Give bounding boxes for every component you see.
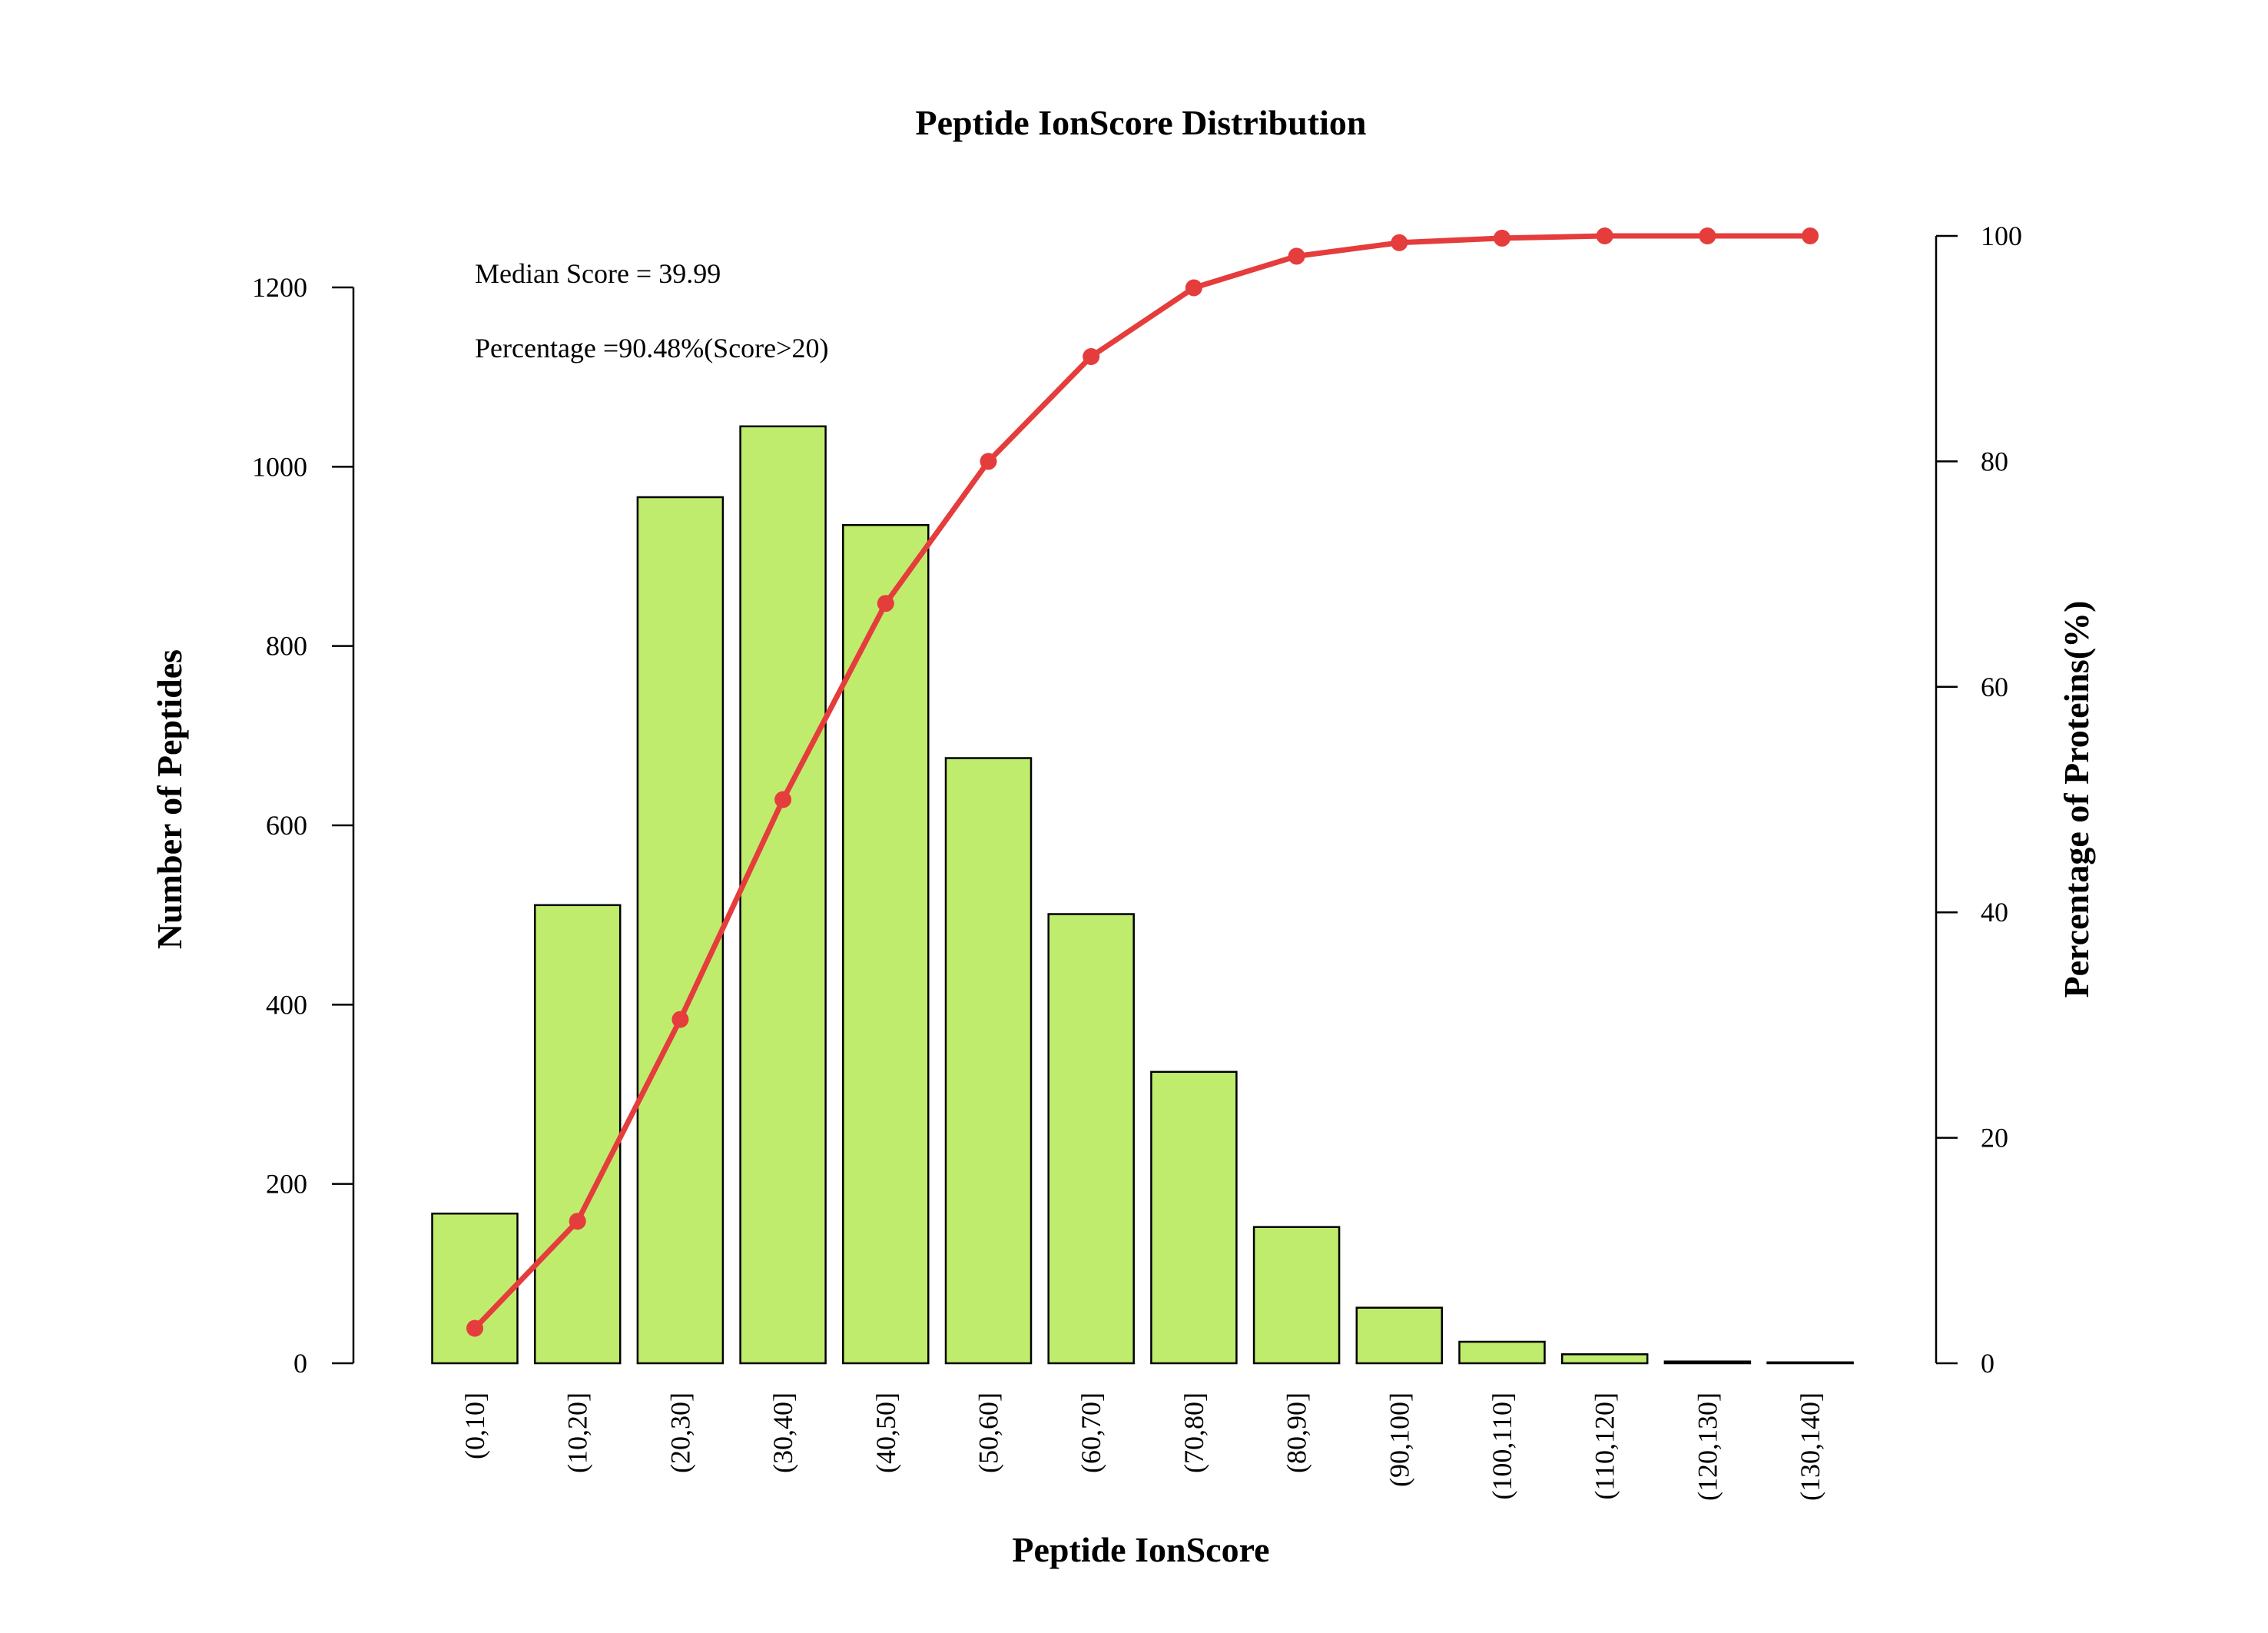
x-tick-label-12: (120,130] xyxy=(1692,1392,1723,1501)
right-tick-label-0: 0 xyxy=(1981,1348,1994,1379)
cumulative-point-8 xyxy=(1288,247,1305,265)
left-tick-label-1: 200 xyxy=(266,1169,307,1200)
bar-11 xyxy=(1560,1353,1649,1365)
bar-13 xyxy=(1766,1361,1854,1365)
right-tick-label-5: 100 xyxy=(1981,221,2022,251)
right-tick-label-1: 20 xyxy=(1981,1123,2008,1153)
x-tick-label-6: (60,70] xyxy=(1076,1392,1106,1473)
right-y-axis: 0 20 40 60 80 100 xyxy=(1935,221,2022,1379)
bar-0 xyxy=(431,1212,519,1365)
cumulative-point-7 xyxy=(1185,279,1202,297)
x-tick-label-0: (0,10] xyxy=(459,1392,490,1459)
left-tick-label-0: 0 xyxy=(293,1348,307,1379)
cumulative-point-1 xyxy=(569,1213,586,1230)
bar-1 xyxy=(533,904,622,1365)
bar-8 xyxy=(1252,1226,1341,1365)
cumulative-point-3 xyxy=(774,791,792,808)
cumulative-point-6 xyxy=(1083,348,1100,365)
bar-5 xyxy=(944,757,1033,1365)
cumulative-point-5 xyxy=(980,453,997,470)
bars-layer xyxy=(431,425,1854,1365)
bar-4 xyxy=(842,523,930,1365)
cumulative-point-10 xyxy=(1494,229,1510,247)
y-axis-title: Number of Peptides xyxy=(150,649,189,949)
bar-10 xyxy=(1458,1340,1546,1365)
x-axis-title: Peptide IonScore xyxy=(1012,1530,1269,1569)
bar-3 xyxy=(739,425,827,1365)
cumulative-point-11 xyxy=(1596,227,1613,244)
x-tick-label-13: (130,140] xyxy=(1795,1392,1825,1501)
bar-9 xyxy=(1355,1306,1444,1365)
x-tick-label-2: (20,30] xyxy=(665,1392,695,1473)
left-tick-label-3: 600 xyxy=(266,810,307,841)
x-tick-label-1: (10,20] xyxy=(562,1392,593,1473)
cumulative-point-0 xyxy=(466,1319,483,1337)
left-tick-label-2: 400 xyxy=(266,989,307,1020)
right-tick-label-2: 40 xyxy=(1981,897,2008,928)
median-annotation: Median Score = 39.99 xyxy=(475,258,721,289)
left-y-axis: 0 200 400 600 800 1000 1200 xyxy=(252,272,355,1379)
y2-axis-title: Percentage of Proteins(%) xyxy=(2057,601,2096,998)
cumulative-point-2 xyxy=(671,1011,689,1028)
cumulative-point-4 xyxy=(877,595,894,612)
right-tick-label-4: 80 xyxy=(1981,446,2008,476)
x-tick-label-8: (80,90] xyxy=(1282,1392,1312,1473)
chart-title: Peptide IonScore Distribution xyxy=(916,103,1367,142)
left-tick-label-5: 1000 xyxy=(252,451,307,482)
cumulative-line xyxy=(472,233,1813,1331)
bar-12 xyxy=(1663,1360,1752,1365)
x-tick-label-9: (90,100] xyxy=(1384,1392,1414,1487)
cumulative-point-12 xyxy=(1699,227,1716,244)
x-tick-label-4: (40,50] xyxy=(870,1392,901,1473)
left-tick-label-4: 800 xyxy=(266,631,307,662)
percentage-annotation: Percentage =90.48%(Score>20) xyxy=(475,333,828,363)
right-tick-label-3: 60 xyxy=(1981,672,2008,702)
left-tick-label-6: 1200 xyxy=(252,272,307,303)
x-tick-label-11: (110,120] xyxy=(1590,1392,1620,1500)
x-tick-label-3: (30,40] xyxy=(768,1392,798,1473)
x-tick-label-10: (100,110] xyxy=(1487,1392,1517,1500)
x-tick-label-7: (70,80] xyxy=(1179,1392,1209,1473)
bar-7 xyxy=(1150,1070,1238,1365)
cumulative-point-13 xyxy=(1802,227,1819,244)
bar-2 xyxy=(636,496,724,1365)
cumulative-point-9 xyxy=(1391,234,1408,251)
x-tick-labels: (0,10] (10,20] (20,30] (30,40] (40,50] (50,60… xyxy=(459,1392,1825,1501)
x-tick-label-5: (50,60] xyxy=(973,1392,1004,1473)
bar-6 xyxy=(1047,913,1135,1365)
cumulative-curve-layer xyxy=(466,227,1819,1337)
